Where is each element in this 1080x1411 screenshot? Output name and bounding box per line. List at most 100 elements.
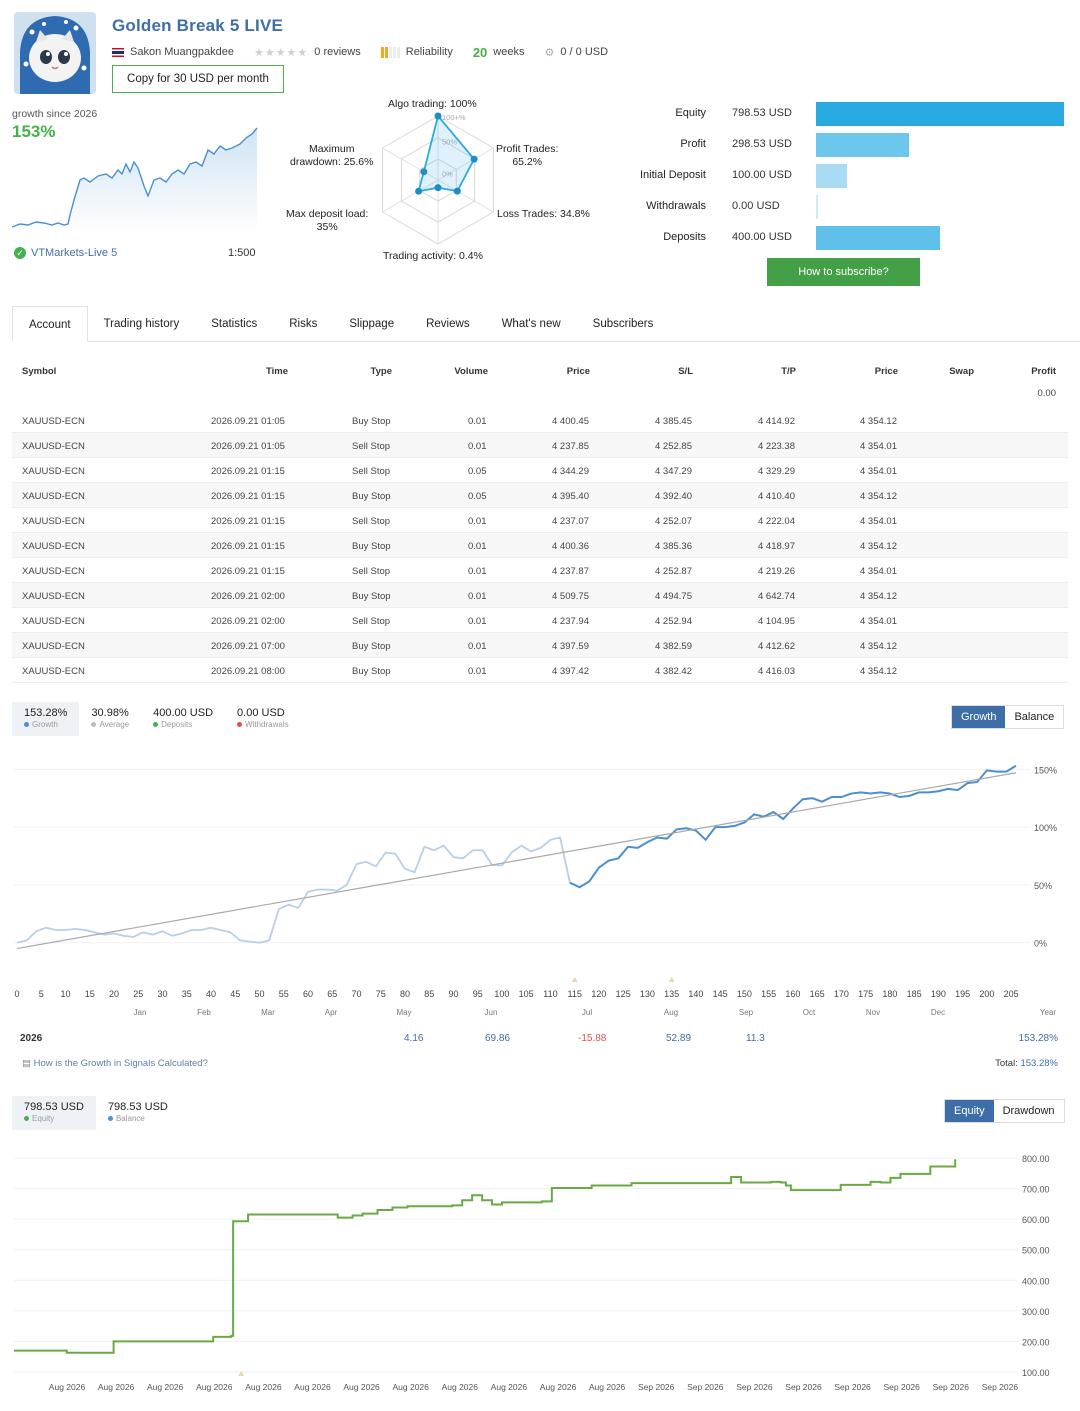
tab-account[interactable]: Account: [12, 306, 88, 342]
growth-x-tick: 195: [955, 989, 970, 999]
table-cell: 4 397.42: [552, 666, 589, 677]
growth-month-label: Oct: [803, 1008, 816, 1017]
growth-chart: 0% 50% 100% 150% 0 5 10 15 20 25 30 35 40 45 50 55 60 65 7…: [14, 764, 1057, 1017]
equity_chart-legend-equity[interactable]: 798.53 USD Equity: [12, 1096, 96, 1130]
growth-x-tick: 110: [543, 989, 557, 999]
stat-row-equity: Equity 798.53 USD: [610, 102, 1070, 126]
column-header: Swap: [949, 366, 974, 377]
summary-profit: 0.00: [1037, 388, 1057, 399]
table-summary-row: 0.00: [12, 383, 1068, 408]
legend-value: 153.28%: [24, 707, 68, 719]
author-link[interactable]: Sakon Muangpakdee: [130, 46, 234, 58]
growth_chart-legend-withdrawals[interactable]: 0.00 USD Withdrawals: [225, 702, 301, 736]
equity-x-tick: Aug 2026: [294, 1382, 331, 1392]
radar-label-loss-trades: Loss Trades: 34.8%: [497, 208, 590, 220]
table-cell: 2026.09.21 01:05: [211, 441, 285, 452]
stat-bar: [816, 102, 1064, 126]
growth-year-axis-label: Year: [1040, 1008, 1057, 1017]
growth-toggle-button[interactable]: Growth: [952, 706, 1006, 728]
column-header: S/L: [678, 366, 693, 377]
growth-sparkline: [12, 127, 258, 234]
table-cell: 4 412.62: [758, 641, 795, 652]
copy-signal-button[interactable]: Copy for 30 USD per month: [112, 65, 284, 93]
growth-x-tick: 180: [882, 989, 897, 999]
column-header: Symbol: [22, 366, 57, 377]
monthly-growth-jun: 69.86: [485, 1033, 511, 1044]
growth-x-tick: 50: [254, 989, 264, 999]
legend-label: Average: [91, 720, 129, 729]
radar-axis-5: [382, 147, 439, 181]
avatar[interactable]: [14, 12, 96, 94]
growth-balance-toggle: Growth Balance: [951, 705, 1065, 729]
growth-x-tick: 15: [85, 989, 95, 999]
table-cell: 0.05: [468, 466, 487, 477]
table-cell: Buy Stop: [352, 666, 391, 677]
table-cell: 2026.09.21 02:00: [211, 616, 285, 627]
equity-x-tick: Aug 2026: [540, 1382, 577, 1392]
stat-bar: [816, 164, 848, 188]
growth-calc-link[interactable]: ▤ How is the Growth in Signals Calculate…: [22, 1058, 208, 1069]
legend-dot-icon: [24, 1116, 29, 1122]
equity-toggle-button[interactable]: Equity: [945, 1100, 994, 1122]
broker-server[interactable]: ✓ VTMarkets-Live 5: [14, 247, 117, 259]
table-cell: 4 237.87: [552, 566, 589, 577]
drawdown-toggle-button[interactable]: Drawdown: [1002, 1105, 1055, 1117]
how-to-subscribe-button[interactable]: How to subscribe?: [767, 258, 920, 286]
table-cell: 4 397.59: [552, 641, 589, 652]
table-header: Symbol Time Type Volume Price S/L T/P Price Swap…: [12, 358, 1068, 383]
growth-month-label: Jul: [582, 1008, 592, 1017]
table-cell: 4 354.01: [860, 566, 897, 577]
weeks-label: weeks: [493, 46, 525, 58]
growth-x-tick: 175: [858, 989, 873, 999]
legend-dot-icon: [237, 722, 243, 728]
radar-label-algo: Algo trading: 100%: [388, 98, 477, 110]
monthly-growth-jul: -15.88: [578, 1033, 607, 1044]
radar-label-drawdown: Maximum drawdown: 25.6%: [290, 143, 374, 168]
table-cell: 2026.09.21 01:15: [211, 466, 285, 477]
table-cell: Sell Stop: [352, 441, 391, 452]
tab-slippage[interactable]: Slippage: [349, 318, 395, 330]
equity-y-tick: 600.00: [1022, 1215, 1050, 1225]
balance-toggle-button[interactable]: Balance: [1014, 711, 1055, 723]
table-cell: 4 509.75: [552, 591, 589, 602]
table-cell: 4 354.12: [860, 541, 897, 552]
growth-x-tick: 155: [761, 989, 776, 999]
growth-month-label: Dec: [931, 1008, 945, 1017]
equity-line: [14, 1159, 957, 1354]
tab-reviews[interactable]: Reviews: [426, 318, 470, 330]
tab-subscribers[interactable]: Subscribers: [592, 318, 654, 330]
growth-line: [569, 764, 1017, 889]
tab-statistics[interactable]: Statistics: [211, 318, 258, 330]
orders-table: Symbol Time Type Volume Price S/L T/P Price Swap…: [12, 358, 1068, 683]
growth-calc-text[interactable]: How is the Growth in Signals Calculated?: [33, 1058, 208, 1069]
equity_chart-legend-balance[interactable]: 798.53 USD Balance: [96, 1096, 180, 1130]
legend-value: 0.00 USD: [237, 707, 285, 719]
table-cell: 4 252.85: [655, 441, 692, 452]
table-cell: XAUUSD-ECN: [22, 466, 85, 477]
growth-x-tick: 55: [279, 989, 289, 999]
table-cell: 4 344.29: [552, 466, 589, 477]
table-cell: Buy Stop: [352, 416, 391, 427]
growth_chart-legend-deposits[interactable]: 400.00 USD Deposits: [141, 702, 225, 736]
table-cell: 4 219.26: [758, 566, 795, 577]
tab-what-s-new[interactable]: What's new: [501, 318, 561, 330]
broker-link[interactable]: VTMarkets-Live 5: [31, 247, 118, 259]
stat-label: Withdrawals: [646, 200, 706, 212]
growth_chart-legend-growth[interactable]: 153.28% Growth: [12, 702, 80, 736]
table-cell: 4 354.12: [860, 641, 897, 652]
growth-y-tick: 150%: [1034, 765, 1057, 775]
equity-x-tick: Sep 2026: [687, 1382, 724, 1392]
growth-y-tick: 100%: [1034, 823, 1057, 833]
reviews-link[interactable]: 0 reviews: [314, 46, 361, 58]
table-cell: 4 382.59: [655, 641, 692, 652]
growth_chart-legend-average[interactable]: 30.98% Average: [79, 702, 141, 736]
table-cell: 4 382.42: [655, 666, 692, 677]
equity-x-tick: Aug 2026: [98, 1382, 135, 1392]
table-cell: 2026.09.21 01:05: [211, 416, 285, 427]
monthly-growth-aug: 52.89: [666, 1033, 692, 1044]
equity-y-tick: 200.00: [1022, 1337, 1050, 1347]
tab-risks[interactable]: Risks: [289, 318, 318, 330]
stat-value: 298.53 USD: [732, 138, 792, 150]
tab-trading-history[interactable]: Trading history: [103, 318, 180, 330]
deposit-marker-icon: [238, 1371, 245, 1376]
